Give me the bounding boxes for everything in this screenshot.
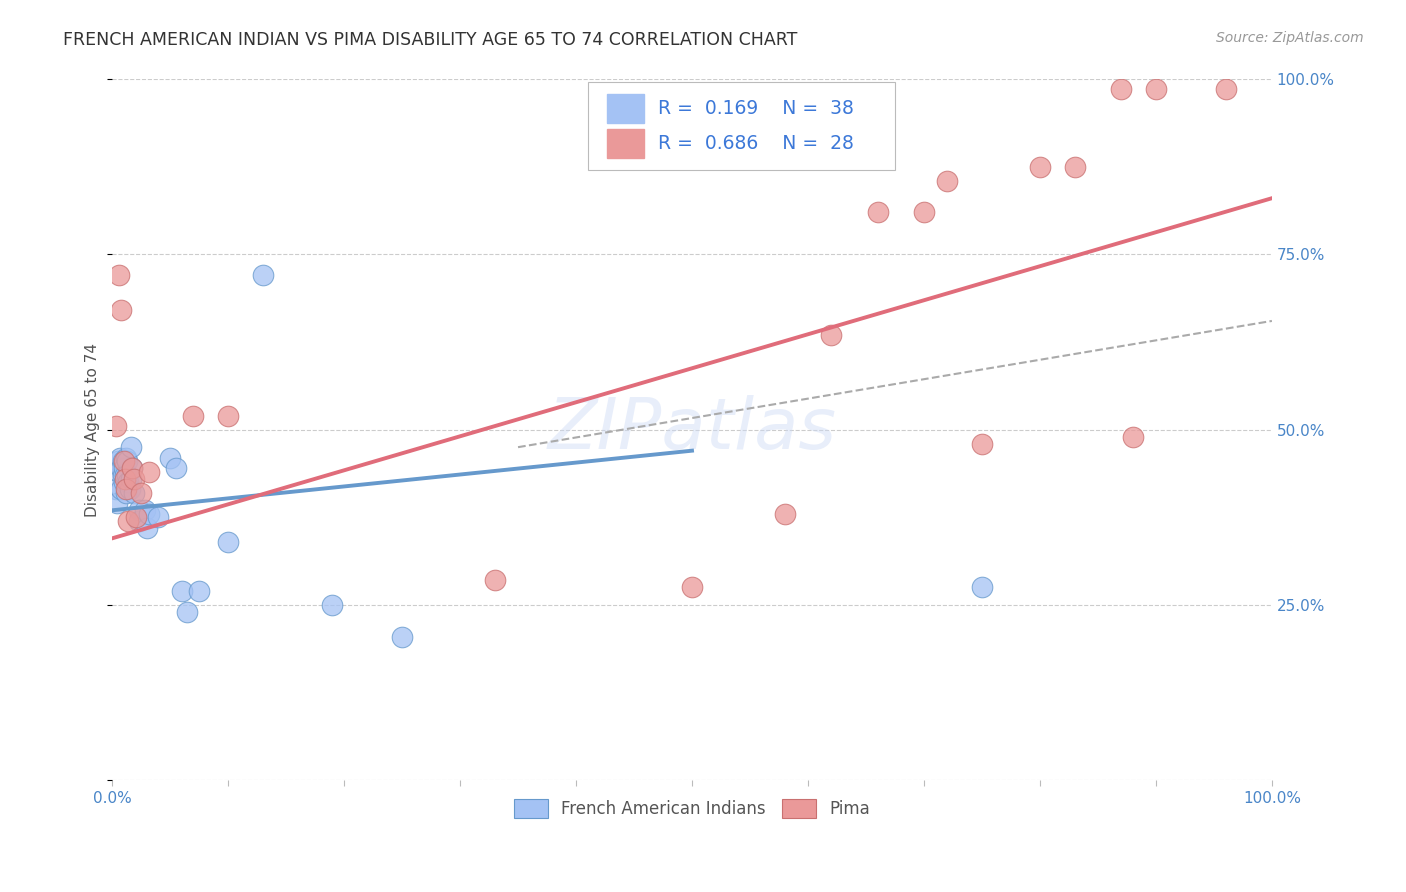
Point bbox=[170, 583, 193, 598]
Point bbox=[117, 475, 139, 490]
Point bbox=[135, 521, 157, 535]
Point bbox=[104, 419, 127, 434]
Point bbox=[112, 454, 135, 468]
Point bbox=[138, 507, 160, 521]
Point bbox=[110, 450, 132, 465]
Point bbox=[936, 174, 959, 188]
Point bbox=[391, 630, 413, 644]
Point bbox=[970, 436, 993, 450]
Point bbox=[484, 574, 506, 588]
Point bbox=[107, 454, 129, 468]
Text: ZIPatlas: ZIPatlas bbox=[547, 395, 837, 464]
Point bbox=[321, 598, 343, 612]
Point bbox=[110, 461, 132, 475]
Point bbox=[111, 454, 134, 468]
Point bbox=[138, 465, 160, 479]
Text: R =  0.686    N =  28: R = 0.686 N = 28 bbox=[658, 134, 855, 153]
Point bbox=[1029, 160, 1052, 174]
Legend: French American Indians, Pima: French American Indians, Pima bbox=[508, 792, 876, 824]
Point bbox=[970, 581, 993, 595]
Point bbox=[134, 503, 156, 517]
Point bbox=[252, 268, 274, 283]
Text: Source: ZipAtlas.com: Source: ZipAtlas.com bbox=[1216, 31, 1364, 45]
Text: R =  0.169    N =  38: R = 0.169 N = 38 bbox=[658, 99, 855, 118]
Point bbox=[104, 482, 127, 496]
FancyBboxPatch shape bbox=[588, 82, 896, 170]
Point bbox=[159, 450, 181, 465]
Point bbox=[110, 482, 132, 496]
Point bbox=[681, 581, 703, 595]
Point bbox=[217, 409, 239, 423]
Point bbox=[121, 461, 143, 475]
Point bbox=[115, 485, 138, 500]
Point bbox=[108, 465, 131, 479]
Y-axis label: Disability Age 65 to 74: Disability Age 65 to 74 bbox=[86, 343, 100, 516]
Point bbox=[1144, 82, 1167, 96]
Point bbox=[108, 268, 131, 283]
Point bbox=[1122, 430, 1144, 444]
Point bbox=[115, 450, 138, 465]
Bar bbox=[607, 128, 644, 158]
Text: FRENCH AMERICAN INDIAN VS PIMA DISABILITY AGE 65 TO 74 CORRELATION CHART: FRENCH AMERICAN INDIAN VS PIMA DISABILIT… bbox=[63, 31, 797, 49]
Point bbox=[1109, 82, 1132, 96]
Point bbox=[121, 461, 143, 475]
Bar bbox=[607, 94, 644, 123]
Point bbox=[115, 482, 138, 496]
Point bbox=[1215, 82, 1237, 96]
Point bbox=[122, 485, 145, 500]
Point bbox=[115, 454, 138, 468]
Point bbox=[120, 440, 142, 454]
Point bbox=[866, 205, 889, 219]
Point bbox=[120, 472, 142, 486]
Point bbox=[125, 510, 148, 524]
Point bbox=[148, 510, 170, 524]
Point bbox=[912, 205, 935, 219]
Point bbox=[111, 468, 134, 483]
Point bbox=[165, 461, 187, 475]
Point bbox=[110, 303, 132, 318]
Point bbox=[1063, 160, 1085, 174]
Point bbox=[118, 482, 141, 496]
Point bbox=[114, 468, 136, 483]
Point bbox=[176, 605, 198, 619]
Point bbox=[188, 583, 211, 598]
Point bbox=[115, 468, 138, 483]
Point bbox=[773, 507, 796, 521]
Point bbox=[820, 328, 842, 343]
Point bbox=[129, 485, 152, 500]
Point bbox=[181, 409, 204, 423]
Point bbox=[114, 472, 136, 486]
Point bbox=[128, 503, 150, 517]
Point bbox=[105, 496, 128, 510]
Point bbox=[122, 472, 145, 486]
Point bbox=[128, 514, 150, 528]
Point bbox=[112, 475, 135, 490]
Point bbox=[112, 461, 135, 475]
Point bbox=[217, 534, 239, 549]
Point bbox=[117, 514, 139, 528]
